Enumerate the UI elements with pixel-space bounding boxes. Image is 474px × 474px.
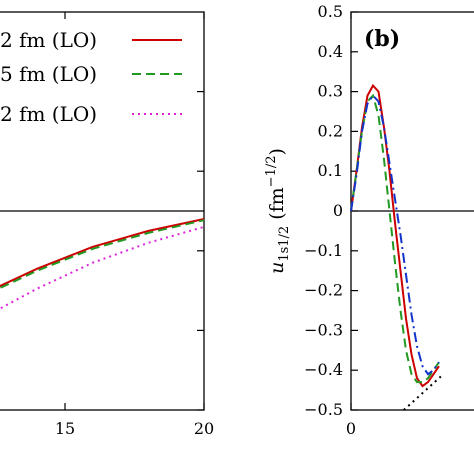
panel-b-ticks: 0 0.5 0.4 0.3 0.2 0.1 0 −0.1 −0.2 −0.3 −0.4 −0.5 bbox=[304, 2, 358, 438]
panel-b-marks bbox=[350, 83, 445, 411]
panel-a-marks bbox=[0, 218, 205, 310]
y-tick-label-b-3: 0.2 bbox=[318, 121, 343, 140]
series-line-b-4 bbox=[403, 373, 445, 411]
y-tick-label-b-7: −0.2 bbox=[304, 281, 343, 300]
series-line-b-1 bbox=[350, 83, 440, 388]
y-tick-label-b-2: 0.3 bbox=[318, 82, 343, 101]
panel-b-y-axis-title: u1s1/2 (fm−1/2) bbox=[264, 148, 292, 274]
panel-a: 15 20 2 fm (LO) 5 fm (LO) 2 fm (LO) bbox=[0, 11, 214, 438]
legend: 2 fm (LO) 5 fm (LO) 2 fm (LO) bbox=[0, 20, 194, 130]
legend-label-1: 2 fm (LO) bbox=[0, 28, 97, 52]
x-tick-label-a-1: 20 bbox=[194, 419, 214, 438]
y-tick-label-b-5: 0 bbox=[333, 201, 343, 220]
series-line-b-2 bbox=[350, 93, 440, 384]
x-tick-label-a-0: 15 bbox=[55, 419, 75, 438]
panel-a-ticks: 15 20 bbox=[55, 12, 214, 438]
y-tick-label-b-4: 0.1 bbox=[318, 161, 343, 180]
ylabel-subscript: 1s1/2 bbox=[277, 226, 292, 262]
y-tick-label-b-10: −0.5 bbox=[304, 400, 343, 419]
ylabel-unit-sup: −1/2 bbox=[264, 156, 279, 188]
ylabel-unit-open: (fm bbox=[266, 187, 288, 219]
x-tick-label-b-0: 0 bbox=[346, 419, 356, 438]
series-line-b-3 bbox=[350, 94, 440, 376]
legend-label-2: 5 fm (LO) bbox=[0, 62, 97, 86]
y-tick-label-b-8: −0.3 bbox=[304, 320, 343, 339]
ylabel-symbol: u bbox=[266, 262, 288, 274]
ylabel-unit-close: ) bbox=[266, 148, 288, 155]
y-tick-label-b-9: −0.4 bbox=[304, 360, 343, 379]
series-line-a-1 bbox=[0, 218, 205, 288]
y-tick-label-b-6: −0.1 bbox=[304, 241, 343, 260]
legend-label-3: 2 fm (LO) bbox=[0, 102, 97, 126]
panel-b-label: (b) bbox=[364, 26, 400, 52]
panel-b: 0 0.5 0.4 0.3 0.2 0.1 0 −0.1 −0.2 −0.3 −0.4 −0.5 (b… bbox=[264, 2, 474, 438]
y-tick-label-b-0: 0.5 bbox=[318, 2, 343, 21]
series-line-a-2 bbox=[0, 219, 205, 290]
y-tick-label-b-1: 0.4 bbox=[318, 42, 343, 61]
